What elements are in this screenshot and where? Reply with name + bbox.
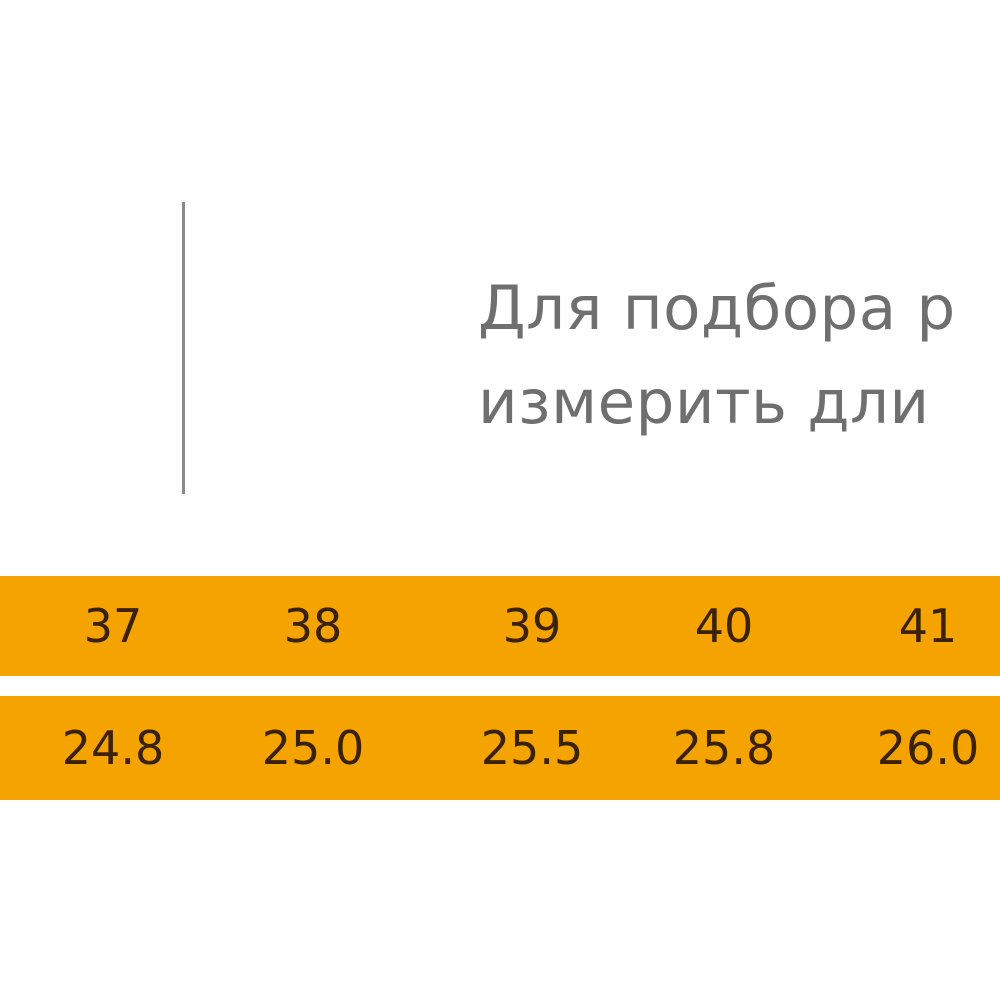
instruction-line-2: измерить дли [478,367,930,438]
size-cell: 41 [898,599,958,653]
size-cell: 38 [283,599,343,653]
length-cell: 26.0 [876,721,980,775]
instruction-line-1: Для подбора р [478,273,956,344]
size-row: 37 38 39 40 41 [0,576,1000,676]
length-row: 24.8 25.0 25.5 25.8 26.0 [0,696,1000,800]
instruction-text: Для подбора р измерить дли [478,262,1000,450]
size-cell: 39 [502,599,562,653]
size-cell: 40 [694,599,754,653]
size-cell: 37 [83,599,143,653]
length-cell: 25.8 [672,721,776,775]
length-cell: 25.5 [480,721,584,775]
vertical-divider [182,202,185,494]
length-cell: 25.0 [261,721,365,775]
length-cell: 24.8 [61,721,165,775]
